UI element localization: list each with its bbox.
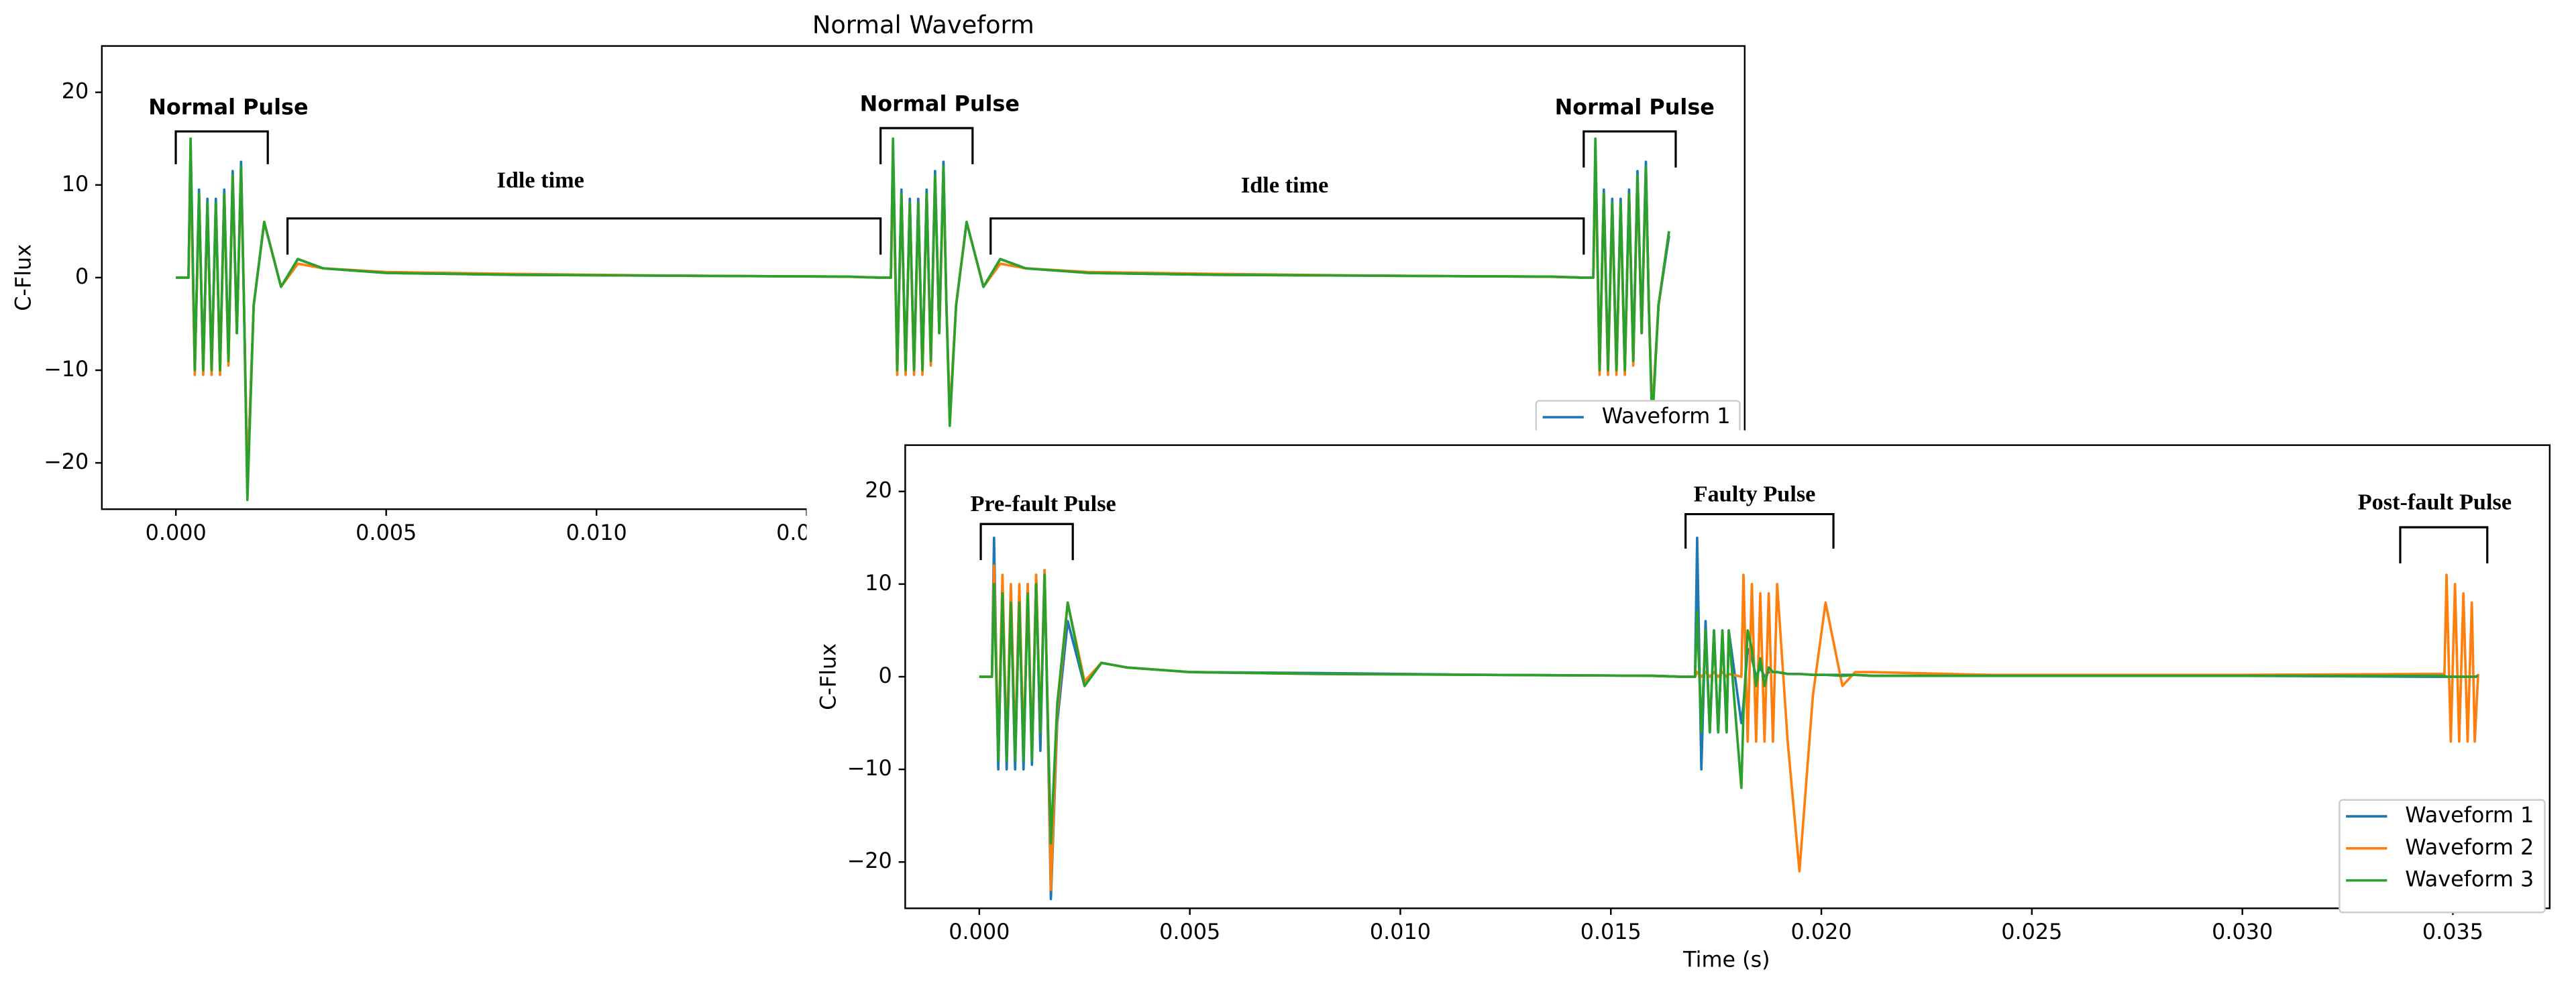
y-tick-label: −20 [847, 848, 892, 873]
series-line [176, 137, 1670, 502]
y-tick-label: 10 [865, 570, 892, 596]
annotation-bracket [286, 217, 882, 255]
annotation: Faulty Pulse [1694, 481, 1816, 506]
annotation-bracket [979, 522, 1074, 561]
y-tick-label: −20 [44, 449, 89, 474]
x-axis-label: Time (s) [1682, 947, 1770, 973]
annotation-bracket [1684, 512, 1835, 549]
x-tick-label: 0.035 [2422, 919, 2483, 944]
y-tick-label: −10 [847, 755, 892, 781]
series-line [979, 573, 2479, 845]
annotation: Idle time [497, 168, 584, 193]
y-tick-label: 20 [62, 78, 89, 104]
y-axis-label: C-Flux [816, 643, 841, 710]
y-tick-label: 10 [62, 171, 89, 197]
x-tick-label: 0.000 [146, 520, 207, 545]
y-tick-label: 20 [865, 478, 892, 503]
annotation: Idle time [1241, 172, 1328, 198]
legend-label: Waveform 2 [2405, 834, 2534, 860]
legend-box [2339, 799, 2546, 913]
annotation: Post-fault Pulse [2358, 490, 2512, 515]
legend-label: Waveform 1 [2405, 802, 2534, 828]
annotation-bracket [989, 217, 1585, 255]
chart-title: Normal Waveform [812, 11, 1034, 40]
x-tick-label: 0.015 [1580, 919, 1642, 944]
annotation-bracket [1582, 130, 1677, 168]
y-tick-label: −10 [44, 356, 89, 382]
x-tick-label: 0.010 [566, 520, 627, 545]
annotation: Normal Pulse [860, 91, 1020, 117]
x-tick-label: 0.025 [2001, 919, 2062, 944]
chart-fault: 0.000 0.005 0.010 0.015 0.020 0.025 0.030 0.035… [816, 444, 2551, 973]
legend-label: Waveform 3 [2405, 867, 2534, 892]
y-tick-label: 0 [75, 264, 89, 289]
legend-label: Waveform 1 [1602, 403, 1731, 429]
annotation-bracket [2399, 526, 2489, 564]
x-tick-label: 0.000 [949, 919, 1010, 944]
y-tick-label: 0 [879, 663, 892, 688]
x-tick-label: 0.010 [1370, 919, 1431, 944]
x-tick-label: 0.005 [356, 520, 417, 545]
x-tick-label: 0.030 [2212, 919, 2273, 944]
annotation-bracket [174, 130, 269, 164]
annotation: Pre-fault Pulse [970, 491, 1116, 516]
annotation: Normal Pulse [148, 95, 308, 120]
x-tick-label: 0.020 [1790, 919, 1851, 944]
y-axis-label: C-Flux [11, 244, 36, 311]
annotation-bracket [879, 127, 974, 164]
annotation: Normal Pulse [1555, 95, 1715, 120]
x-tick-label: 0.005 [1159, 919, 1220, 944]
